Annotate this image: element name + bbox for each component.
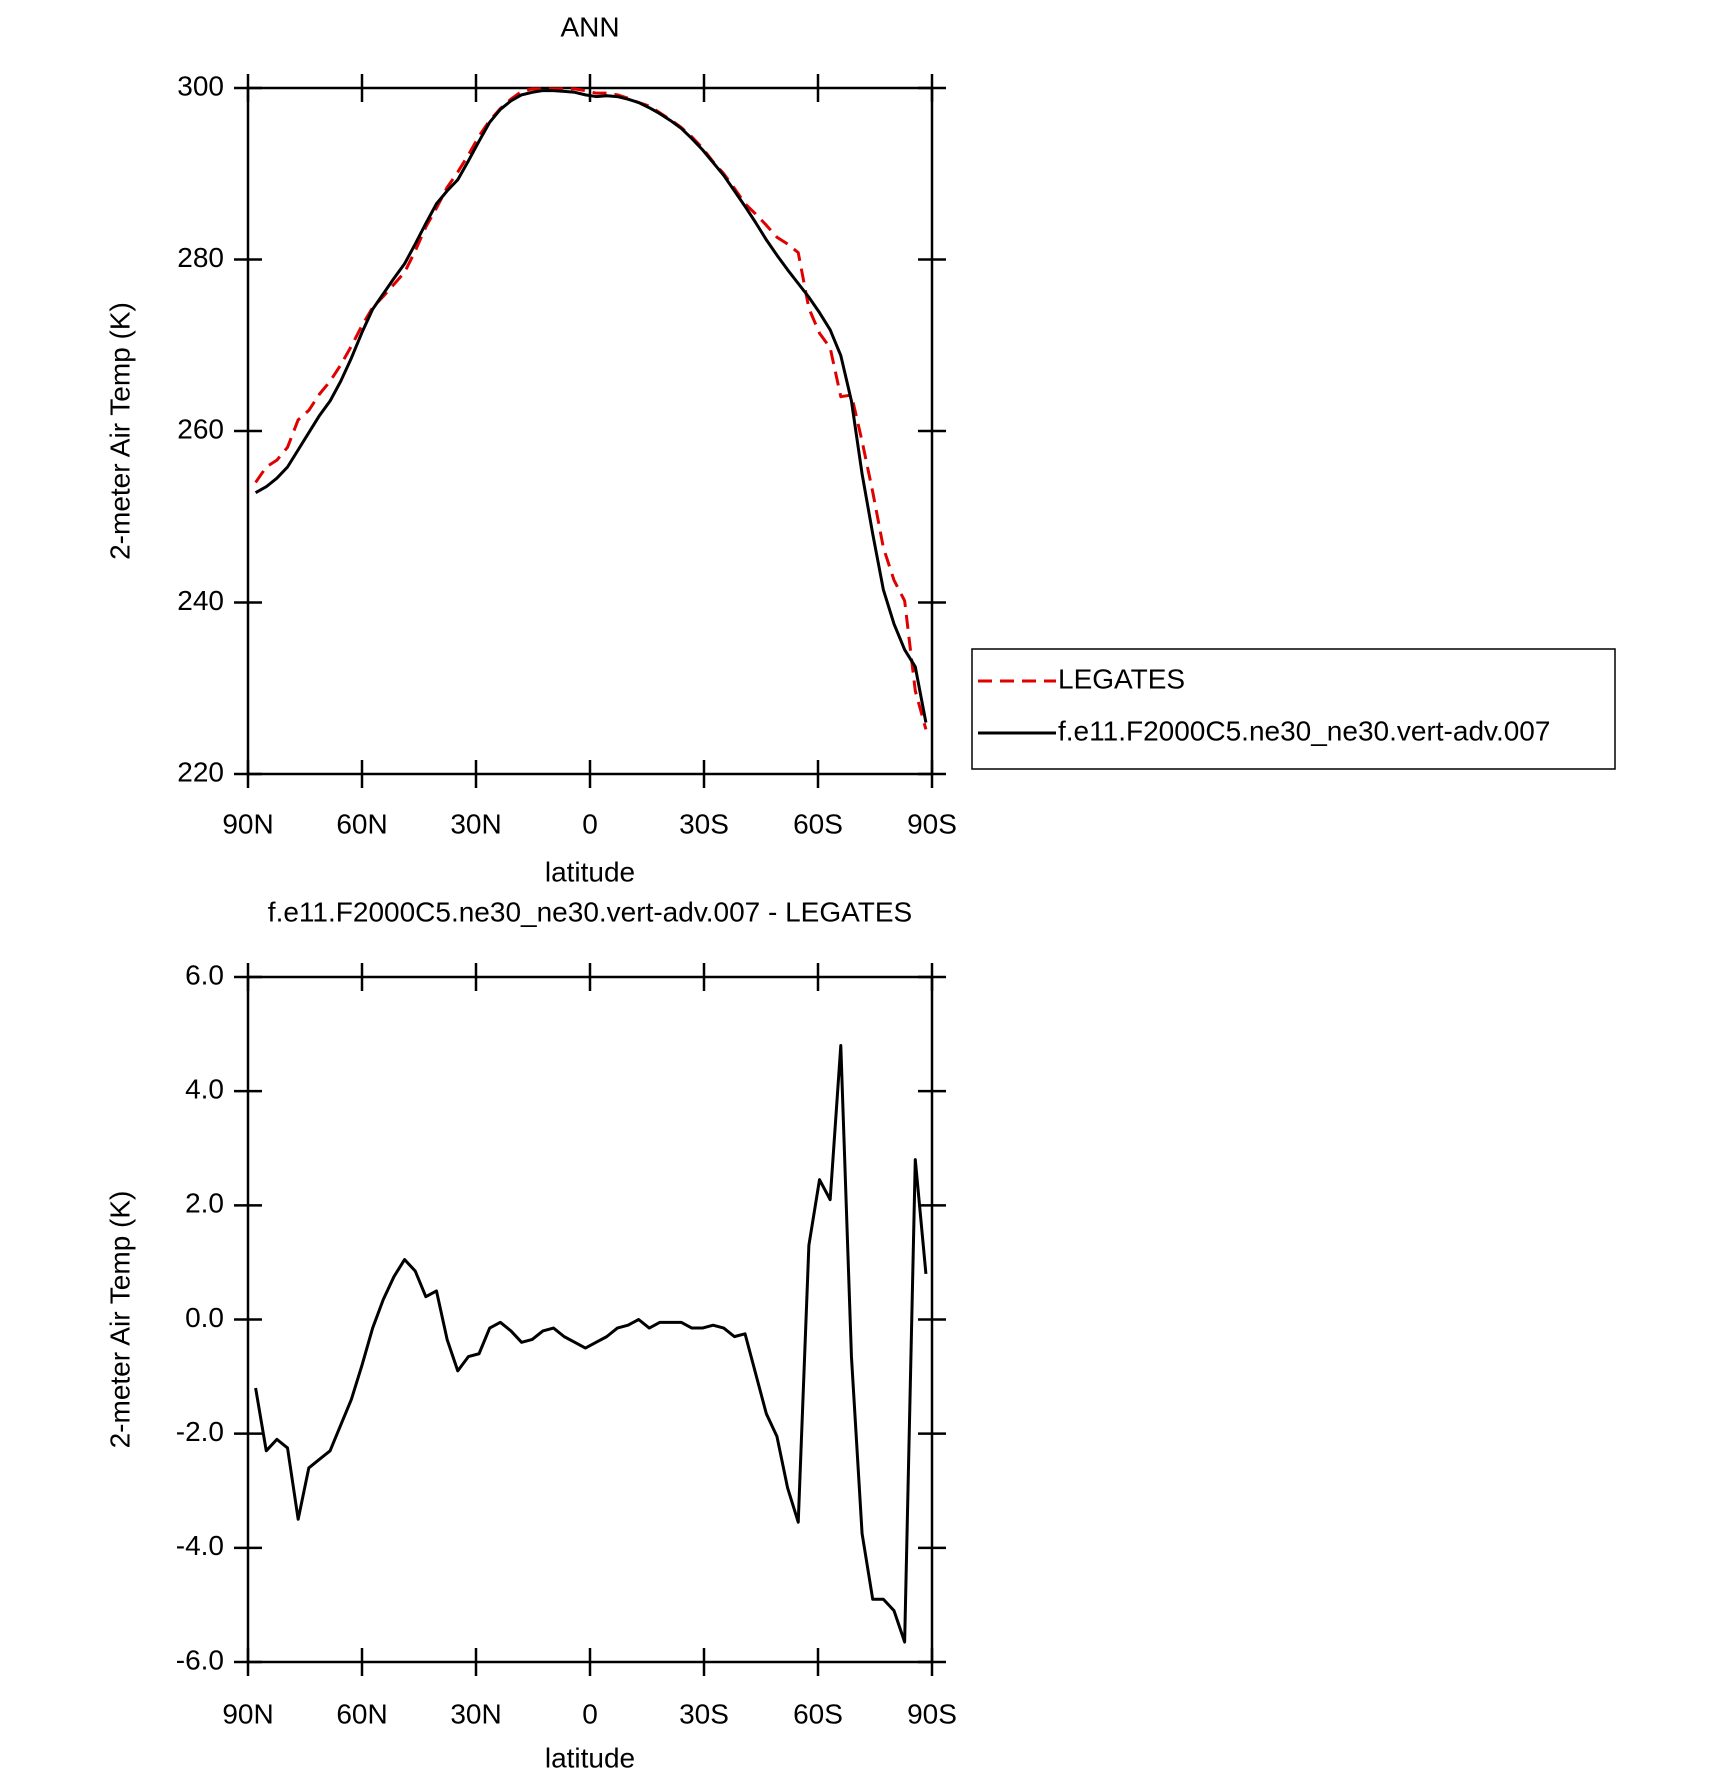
x-tick-label: 60S (793, 808, 843, 839)
y-tick-label: -6.0 (176, 1644, 224, 1675)
plot-frame (246, 86, 934, 776)
legend-box (971, 648, 1616, 770)
data-line (254, 89, 928, 723)
x-axis-label: latitude (545, 1742, 635, 1773)
legend-label: LEGATES (1058, 663, 1185, 694)
chart-title: ANN (560, 11, 619, 42)
y-tick-label: 300 (177, 70, 224, 101)
x-tick-label: 60N (336, 808, 387, 839)
x-axis-label: latitude (545, 856, 635, 887)
y-tick-label: -4.0 (176, 1530, 224, 1561)
y-tick-label: 260 (177, 413, 224, 444)
data-line (254, 1044, 928, 1644)
x-tick-label: 30N (450, 1698, 501, 1729)
y-tick-label: -2.0 (176, 1416, 224, 1447)
y-tick-label: 0.0 (185, 1302, 224, 1333)
y-tick-label: 2.0 (185, 1188, 224, 1219)
data-line (254, 87, 928, 730)
x-tick-label: 60S (793, 1698, 843, 1729)
x-tick-label: 90N (222, 808, 273, 839)
x-tick-label: 60N (336, 1698, 387, 1729)
x-tick-label: 90N (222, 1698, 273, 1729)
x-tick-label: 90S (907, 1698, 957, 1729)
y-tick-label: 280 (177, 242, 224, 273)
x-tick-label: 0 (582, 1698, 598, 1729)
y-tick-label: 240 (177, 585, 224, 616)
chart-title: f.e11.F2000C5.ne30_ne30.vert-adv.007 - L… (268, 896, 912, 927)
plot-frame (246, 975, 934, 1664)
y-axis-label: 2-meter Air Temp (K) (104, 302, 135, 560)
x-tick-label: 90S (907, 808, 957, 839)
y-axis-label: 2-meter Air Temp (K) (104, 1191, 135, 1449)
y-tick-label: 220 (177, 756, 224, 787)
legend-label: f.e11.F2000C5.ne30_ne30.vert-adv.007 (1058, 715, 1550, 746)
y-tick-label: 4.0 (185, 1074, 224, 1105)
x-tick-label: 30S (679, 1698, 729, 1729)
y-tick-label: 6.0 (185, 959, 224, 990)
x-tick-label: 30S (679, 808, 729, 839)
x-tick-label: 0 (582, 808, 598, 839)
x-tick-label: 30N (450, 808, 501, 839)
